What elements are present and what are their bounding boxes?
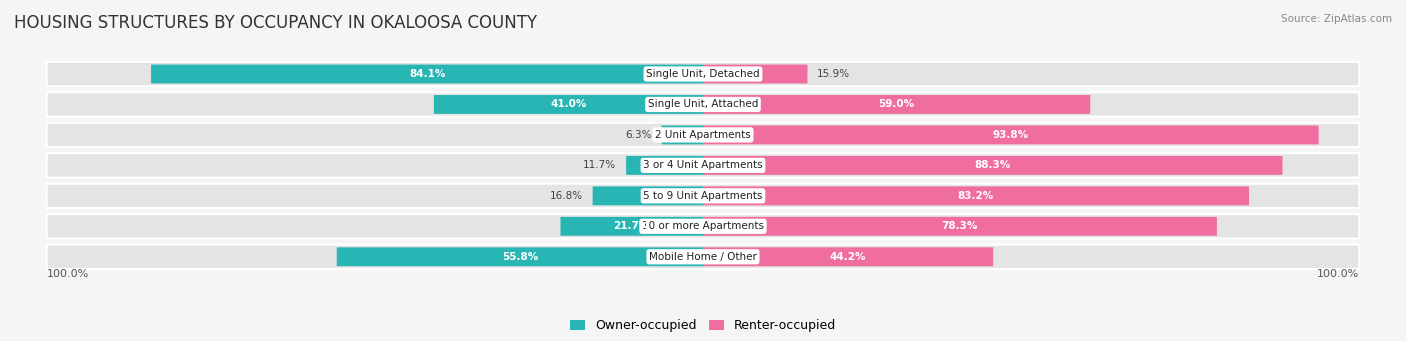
Text: 15.9%: 15.9% — [817, 69, 851, 79]
Text: 88.3%: 88.3% — [974, 160, 1011, 170]
Text: 84.1%: 84.1% — [409, 69, 446, 79]
FancyBboxPatch shape — [703, 156, 1282, 175]
FancyBboxPatch shape — [626, 156, 703, 175]
FancyBboxPatch shape — [703, 217, 1216, 236]
FancyBboxPatch shape — [703, 247, 993, 266]
Text: 93.8%: 93.8% — [993, 130, 1029, 140]
FancyBboxPatch shape — [703, 187, 1249, 205]
Text: 100.0%: 100.0% — [46, 269, 89, 279]
FancyBboxPatch shape — [561, 217, 703, 236]
FancyBboxPatch shape — [337, 247, 703, 266]
Text: 11.7%: 11.7% — [583, 160, 616, 170]
Text: 83.2%: 83.2% — [957, 191, 994, 201]
FancyBboxPatch shape — [703, 64, 807, 84]
FancyBboxPatch shape — [662, 125, 703, 144]
FancyBboxPatch shape — [46, 123, 1360, 147]
Text: 3 or 4 Unit Apartments: 3 or 4 Unit Apartments — [643, 160, 763, 170]
Text: Mobile Home / Other: Mobile Home / Other — [650, 252, 756, 262]
FancyBboxPatch shape — [434, 95, 703, 114]
Text: 5 to 9 Unit Apartments: 5 to 9 Unit Apartments — [644, 191, 762, 201]
FancyBboxPatch shape — [46, 214, 1360, 238]
Text: 16.8%: 16.8% — [550, 191, 583, 201]
FancyBboxPatch shape — [46, 153, 1360, 178]
FancyBboxPatch shape — [46, 92, 1360, 117]
Text: 6.3%: 6.3% — [626, 130, 652, 140]
FancyBboxPatch shape — [593, 187, 703, 205]
FancyBboxPatch shape — [150, 64, 703, 84]
Text: 2 Unit Apartments: 2 Unit Apartments — [655, 130, 751, 140]
Text: 44.2%: 44.2% — [830, 252, 866, 262]
FancyBboxPatch shape — [703, 125, 1319, 144]
Text: Source: ZipAtlas.com: Source: ZipAtlas.com — [1281, 14, 1392, 24]
Text: 100.0%: 100.0% — [1317, 269, 1360, 279]
Text: 55.8%: 55.8% — [502, 252, 538, 262]
Text: 59.0%: 59.0% — [879, 100, 915, 109]
Text: 41.0%: 41.0% — [550, 100, 586, 109]
FancyBboxPatch shape — [46, 244, 1360, 269]
Legend: Owner-occupied, Renter-occupied: Owner-occupied, Renter-occupied — [565, 314, 841, 337]
Text: 78.3%: 78.3% — [942, 221, 979, 231]
FancyBboxPatch shape — [46, 184, 1360, 208]
Text: 21.7%: 21.7% — [613, 221, 650, 231]
Text: Single Unit, Attached: Single Unit, Attached — [648, 100, 758, 109]
Text: Single Unit, Detached: Single Unit, Detached — [647, 69, 759, 79]
Text: 10 or more Apartments: 10 or more Apartments — [643, 221, 763, 231]
FancyBboxPatch shape — [703, 95, 1090, 114]
FancyBboxPatch shape — [46, 62, 1360, 86]
Text: HOUSING STRUCTURES BY OCCUPANCY IN OKALOOSA COUNTY: HOUSING STRUCTURES BY OCCUPANCY IN OKALO… — [14, 14, 537, 32]
